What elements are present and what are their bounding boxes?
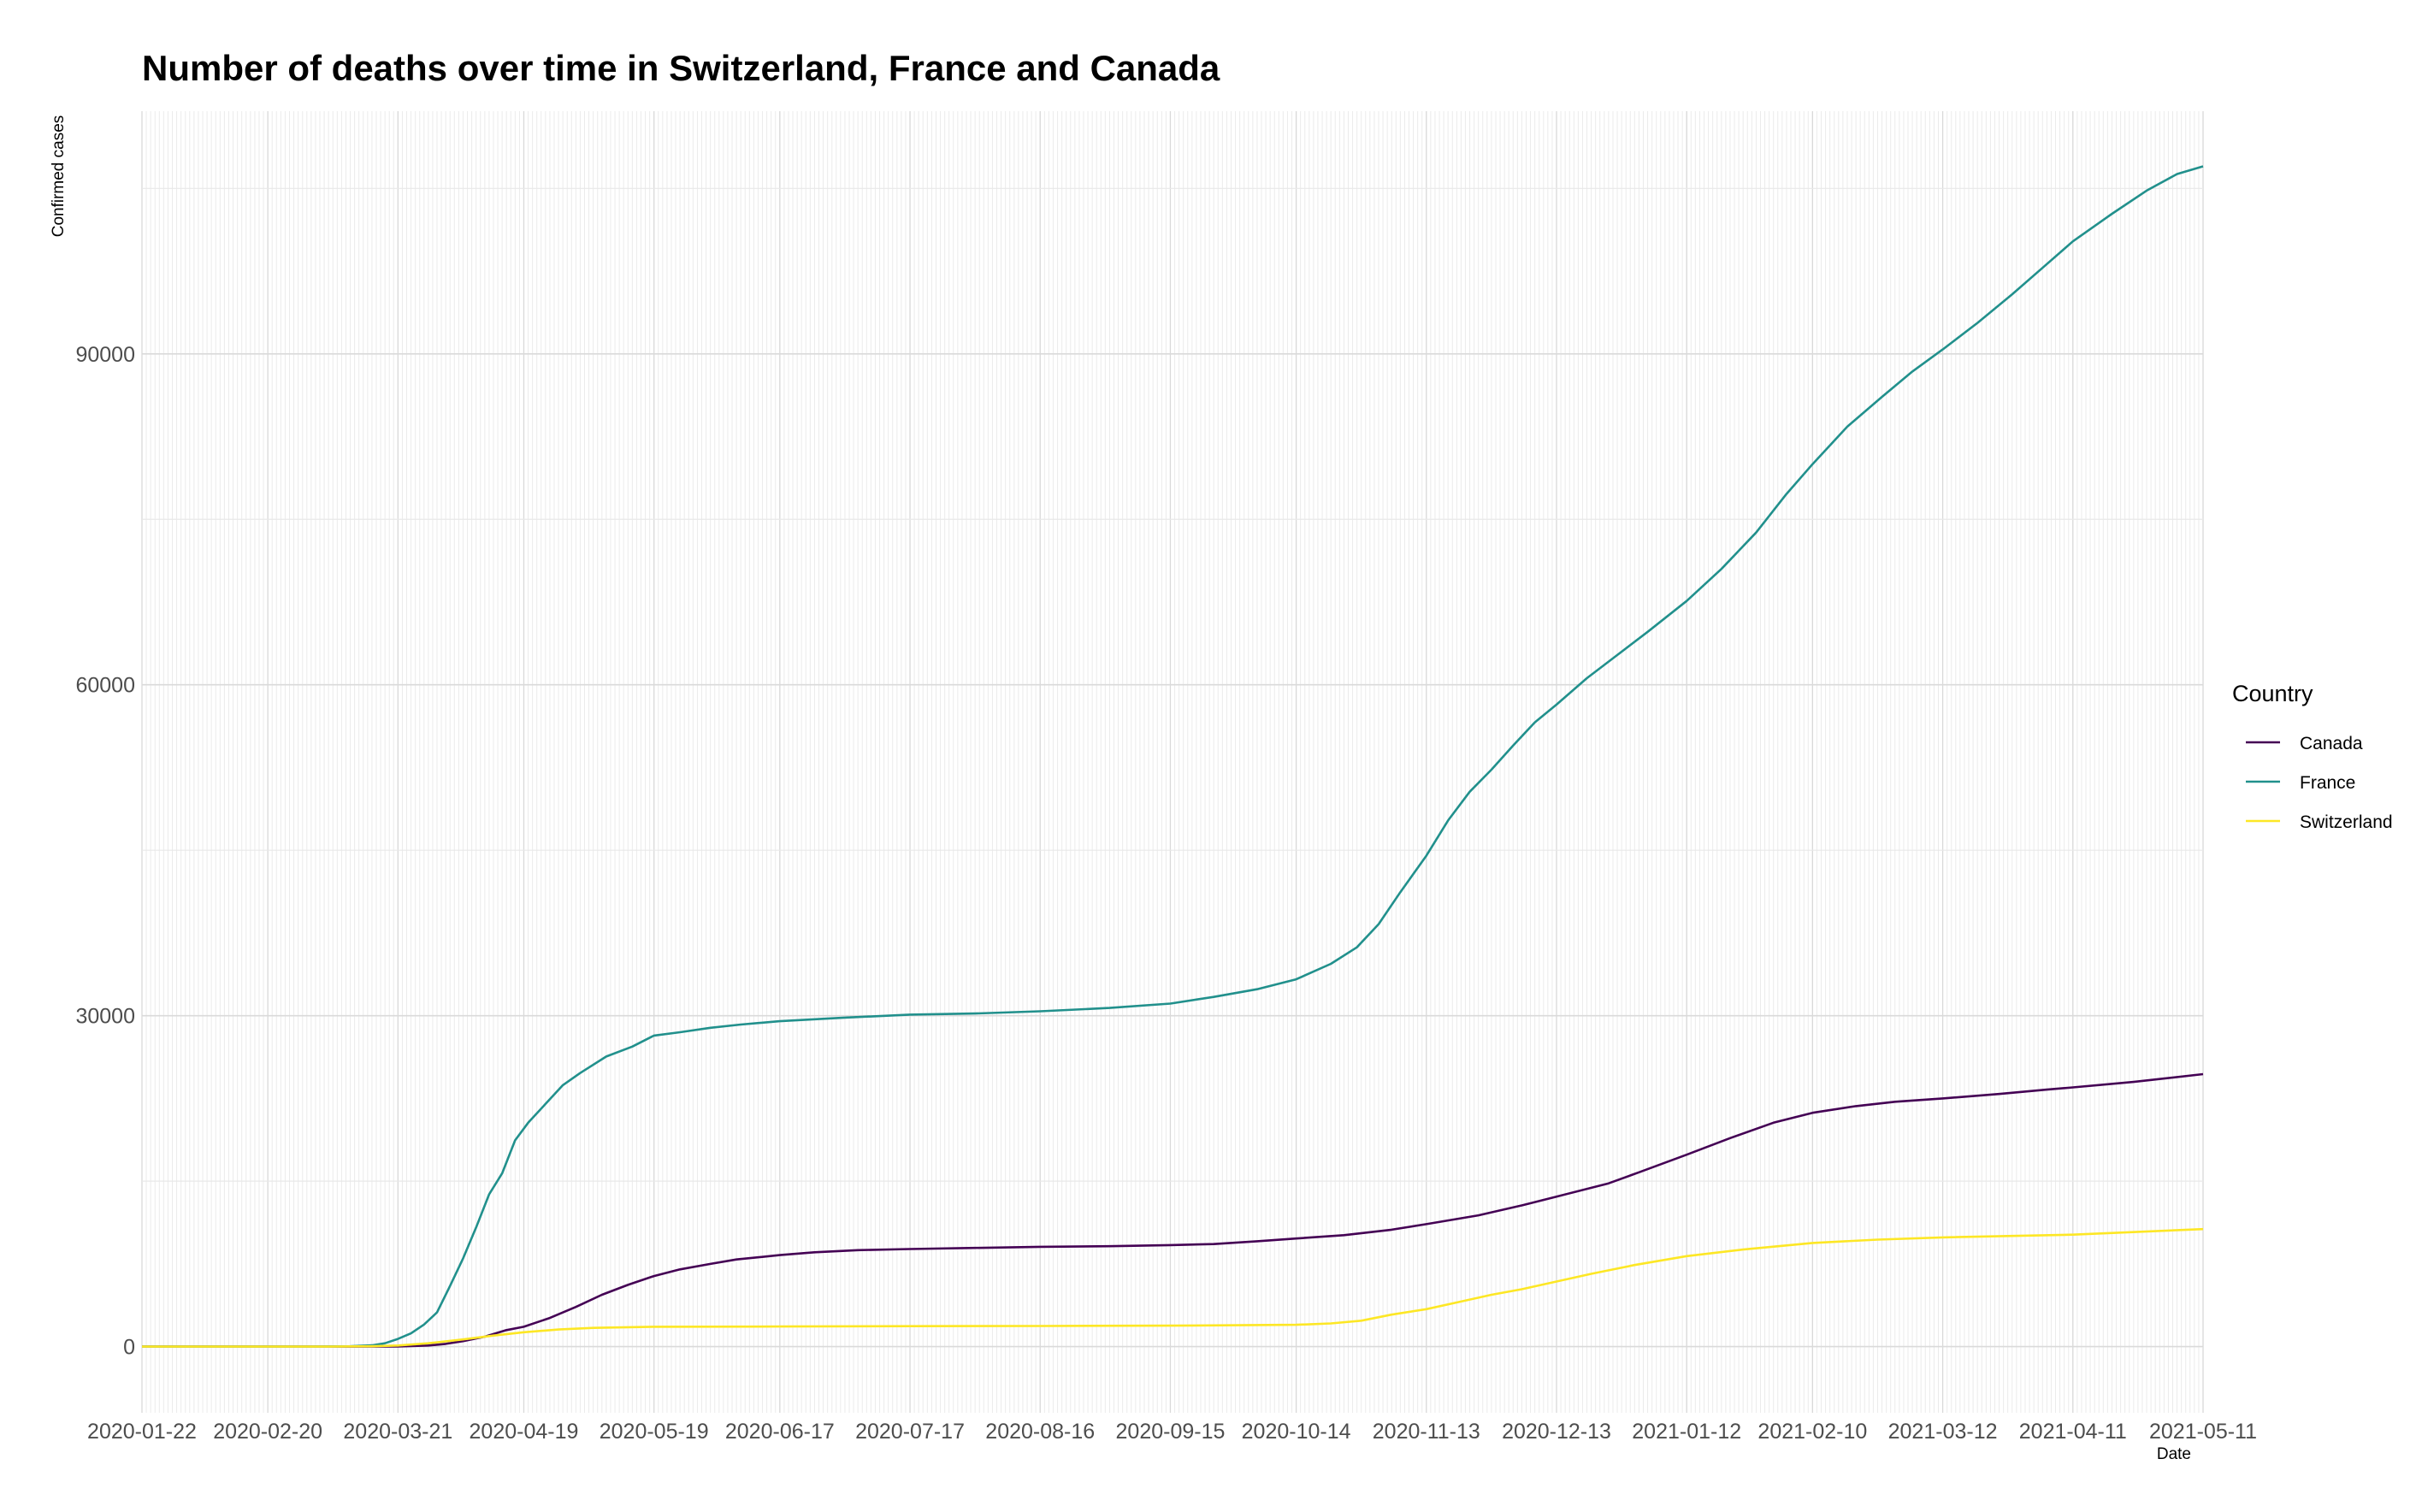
y-tick-label: 90000 xyxy=(75,343,135,367)
chart-title: Number of deaths over time in Switzerlan… xyxy=(142,48,1220,88)
legend-title: Country xyxy=(2232,681,2313,706)
x-tick-label: 2020-05-19 xyxy=(600,1420,709,1444)
legend: Country Canada France Switzerland xyxy=(2232,681,2393,832)
x-tick-label: 2020-09-15 xyxy=(1116,1420,1226,1444)
plot-grid xyxy=(141,111,2204,1413)
series-line-france xyxy=(142,165,2204,1348)
x-tick-label: 2020-03-21 xyxy=(343,1420,452,1444)
x-tick-label: 2021-02-10 xyxy=(1757,1420,1867,1444)
x-tick-label: 2020-07-17 xyxy=(855,1420,965,1444)
x-tick-label: 2020-08-16 xyxy=(985,1420,1095,1444)
x-tick-labels: 2020-01-22 2020-02-20 2020-03-21 2020-04-19… xyxy=(87,1420,2257,1444)
x-tick-label: 2020-02-20 xyxy=(213,1420,322,1444)
x-axis-label: Date xyxy=(2157,1445,2191,1463)
x-tick-label: 2020-06-17 xyxy=(725,1420,835,1444)
x-tick-label: 2021-01-12 xyxy=(1632,1420,1741,1444)
x-tick-label: 2021-05-11 xyxy=(2149,1420,2257,1444)
x-tick-label: 2020-12-13 xyxy=(1502,1420,1611,1444)
y-tick-labels: 0 30000 60000 90000 xyxy=(75,343,135,1360)
x-tick-label: 2020-11-13 xyxy=(1373,1420,1480,1444)
plot-series xyxy=(142,165,2204,1348)
x-tick-label: 2020-01-22 xyxy=(87,1420,197,1444)
legend-label-switzerland: Switzerland xyxy=(2300,812,2393,832)
y-tick-label: 30000 xyxy=(75,1005,135,1029)
x-tick-label: 2020-10-14 xyxy=(1242,1420,1351,1444)
x-tick-label: 2021-04-11 xyxy=(2019,1420,2127,1444)
y-tick-label: 0 xyxy=(123,1336,135,1360)
x-tick-label: 2021-03-12 xyxy=(1888,1420,1998,1444)
series-line-switzerland xyxy=(142,1227,2204,1348)
series-line-canada xyxy=(142,1072,2204,1348)
x-tick-label: 2020-04-19 xyxy=(470,1420,579,1444)
y-tick-label: 60000 xyxy=(75,674,135,698)
legend-label-france: France xyxy=(2300,773,2355,793)
y-axis-label: Confirmed cases xyxy=(50,115,68,238)
legend-label-canada: Canada xyxy=(2300,734,2363,753)
